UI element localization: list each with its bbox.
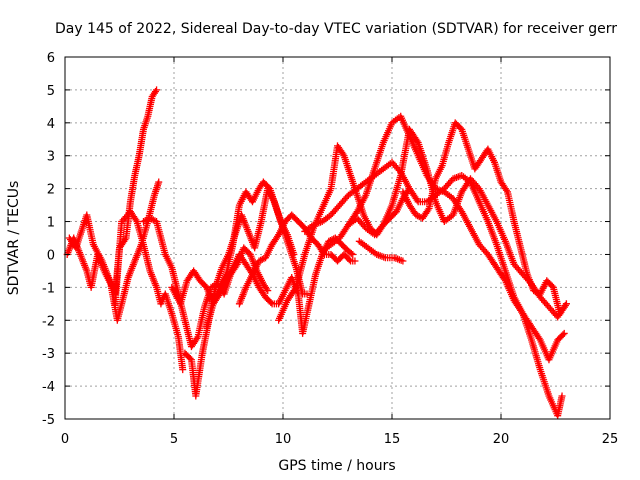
data-point-marker (267, 299, 275, 307)
data-point-marker (186, 354, 194, 362)
data-series (63, 86, 570, 420)
y-tick-label: 0 (47, 248, 55, 263)
data-point-marker (560, 329, 568, 337)
y-tick-label: -5 (42, 413, 55, 428)
y-tick-label: 2 (47, 183, 55, 198)
plot-frame (64, 56, 611, 420)
data-point-marker (413, 137, 421, 145)
data-point-marker (264, 287, 272, 295)
x-tick-label: 10 (275, 432, 292, 447)
data-point-marker (139, 218, 147, 226)
data-point-marker (141, 217, 149, 225)
x-axis-label: GPS time / hours (278, 458, 395, 474)
data-point-marker (148, 215, 156, 223)
data-point-marker (257, 256, 265, 264)
y-tick-label: -1 (42, 281, 55, 296)
y-tick-label: 6 (47, 51, 55, 66)
data-point-marker (179, 366, 187, 374)
data-point-marker (424, 206, 432, 214)
y-tick-label: -3 (42, 347, 55, 362)
data-point-marker (146, 214, 154, 222)
data-point-marker (500, 275, 508, 283)
data-point-marker (378, 222, 386, 230)
data-point-marker (155, 178, 163, 186)
data-point-marker (561, 301, 569, 309)
y-tick-label: 4 (47, 117, 55, 132)
y-tick-label: 1 (47, 216, 55, 231)
data-point-marker (132, 216, 140, 224)
data-point-marker (558, 392, 566, 400)
y-tick-label: -4 (42, 380, 55, 395)
data-point-marker (351, 257, 359, 265)
data-point-marker (349, 250, 357, 258)
y-tick-label: 5 (47, 84, 55, 99)
x-tick-label: 15 (384, 432, 401, 447)
data-point-marker (151, 88, 159, 96)
series-track-7 (203, 178, 311, 331)
chart-title: Day 145 of 2022, Sidereal Day-to-day VTE… (55, 21, 617, 37)
y-tick-label: 3 (47, 150, 55, 165)
series-track-12 (344, 125, 570, 321)
data-point-marker (274, 232, 282, 240)
series-track-13 (355, 237, 407, 265)
x-tick-label: 5 (170, 432, 178, 447)
data-point-marker (559, 331, 567, 339)
data-point-marker (535, 334, 543, 342)
series-track-14 (399, 119, 570, 318)
data-point-marker (347, 249, 355, 257)
data-point-marker (143, 216, 151, 224)
x-tick-label: 25 (602, 432, 619, 447)
y-tick-label: -2 (42, 314, 55, 329)
data-point-marker (562, 300, 570, 308)
series-track-10 (301, 158, 566, 420)
data-point-marker (149, 216, 157, 224)
data-point-marker (258, 255, 266, 263)
data-point-marker (303, 290, 311, 298)
series-track-2 (63, 178, 163, 324)
y-axis-label: SDTVAR / TECUs (6, 181, 22, 296)
y-axis-ticks: -5 -4 -3 -2 -1 0 1 2 3 4 5 6 (42, 51, 610, 428)
data-point-marker (399, 257, 407, 265)
x-axis-ticks: 0 5 10 15 20 25 (61, 57, 618, 447)
data-point-marker (263, 285, 271, 293)
data-point-marker (291, 285, 299, 293)
x-tick-label: 0 (61, 432, 69, 447)
data-point-marker (530, 287, 538, 295)
data-point-marker (413, 196, 421, 204)
x-tick-label: 20 (493, 432, 510, 447)
data-point-marker (121, 236, 129, 244)
data-point-marker (255, 257, 263, 265)
data-point-marker (414, 212, 422, 220)
series-track-3 (111, 208, 187, 374)
data-point-marker (345, 256, 353, 264)
data-point-marker (412, 211, 420, 219)
data-point-marker (193, 334, 201, 342)
data-point-marker (153, 86, 161, 94)
data-point-marker (531, 287, 539, 295)
data-point-marker (339, 150, 347, 158)
data-point-marker (502, 186, 510, 194)
